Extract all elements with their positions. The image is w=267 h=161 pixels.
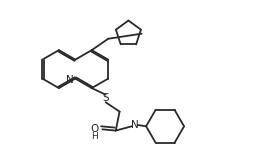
Text: N: N bbox=[131, 120, 139, 130]
Text: S: S bbox=[102, 93, 109, 103]
Text: N: N bbox=[66, 75, 74, 85]
Text: O: O bbox=[91, 124, 99, 134]
Text: H: H bbox=[91, 132, 98, 141]
